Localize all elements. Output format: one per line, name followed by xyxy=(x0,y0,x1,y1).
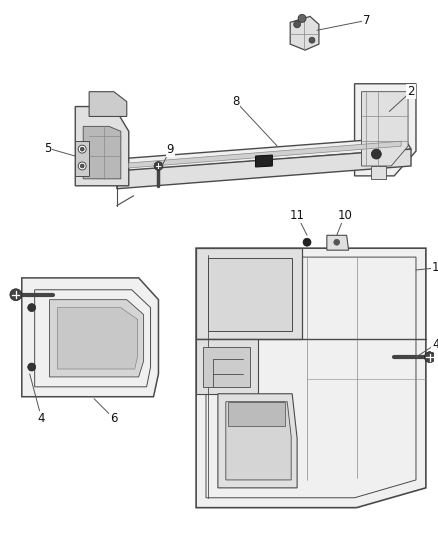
Text: 7: 7 xyxy=(363,14,370,27)
Circle shape xyxy=(154,161,163,171)
Polygon shape xyxy=(22,278,159,397)
Polygon shape xyxy=(371,166,386,179)
Polygon shape xyxy=(208,258,292,332)
Circle shape xyxy=(303,238,311,246)
Polygon shape xyxy=(75,141,89,176)
Polygon shape xyxy=(49,300,144,377)
Polygon shape xyxy=(361,92,408,166)
Circle shape xyxy=(80,164,84,168)
Circle shape xyxy=(28,363,35,371)
Polygon shape xyxy=(57,308,138,369)
Text: 1: 1 xyxy=(432,262,438,274)
Polygon shape xyxy=(327,235,349,250)
Text: 8: 8 xyxy=(232,95,240,108)
Polygon shape xyxy=(255,155,272,167)
Polygon shape xyxy=(75,107,129,186)
Circle shape xyxy=(28,304,35,312)
Circle shape xyxy=(309,37,315,43)
Circle shape xyxy=(80,147,84,151)
Polygon shape xyxy=(196,248,302,340)
Polygon shape xyxy=(83,126,121,179)
Circle shape xyxy=(371,149,381,159)
Circle shape xyxy=(424,352,435,362)
Polygon shape xyxy=(228,402,285,426)
Polygon shape xyxy=(355,84,416,176)
Polygon shape xyxy=(196,248,426,507)
Polygon shape xyxy=(129,141,401,168)
Text: 4: 4 xyxy=(432,338,438,351)
Polygon shape xyxy=(117,138,411,171)
Circle shape xyxy=(78,145,86,153)
Polygon shape xyxy=(196,340,258,394)
Text: 5: 5 xyxy=(44,142,51,155)
Circle shape xyxy=(298,14,306,22)
Text: 10: 10 xyxy=(337,209,352,222)
Polygon shape xyxy=(290,17,319,50)
Polygon shape xyxy=(218,394,297,488)
Polygon shape xyxy=(117,149,411,189)
Circle shape xyxy=(293,21,300,28)
Circle shape xyxy=(10,289,22,301)
Polygon shape xyxy=(226,402,291,480)
Text: 11: 11 xyxy=(290,209,304,222)
Circle shape xyxy=(334,239,340,245)
Text: 9: 9 xyxy=(166,143,174,156)
Text: 2: 2 xyxy=(407,85,415,98)
Circle shape xyxy=(78,162,86,170)
Polygon shape xyxy=(89,92,127,116)
Polygon shape xyxy=(203,347,250,387)
Text: 6: 6 xyxy=(110,412,118,425)
Text: 4: 4 xyxy=(38,412,46,425)
